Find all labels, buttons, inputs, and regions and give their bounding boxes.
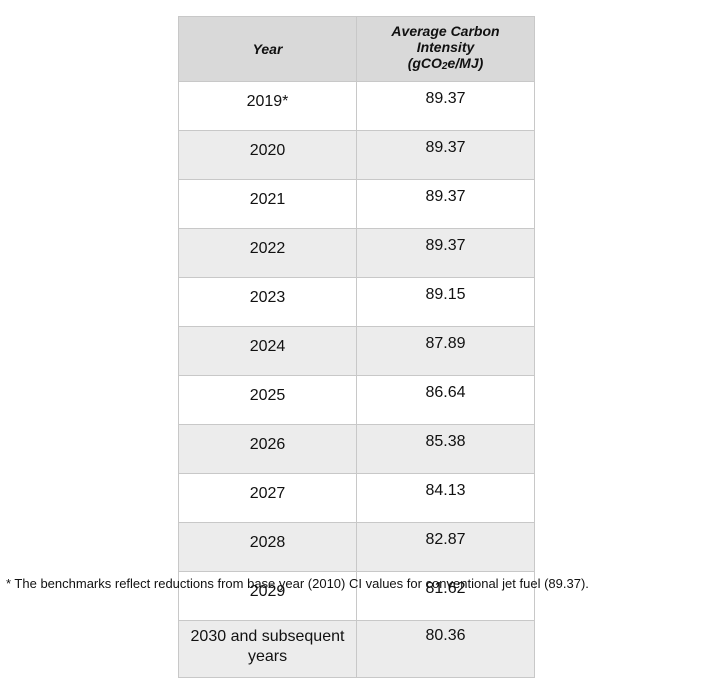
table-row: 2028 82.87: [178, 522, 535, 572]
cell-carbon-intensity: 89.37: [356, 179, 535, 229]
table-row: 2026 85.38: [178, 424, 535, 474]
cell-carbon-intensity: 89.37: [356, 130, 535, 180]
cell-year-line1: 2030 and subsequent: [190, 628, 345, 645]
cell-year: 2019*: [178, 81, 357, 131]
cell-year: 2021: [178, 179, 357, 229]
cell-year: 2020: [178, 130, 357, 180]
header-ci-units-pre: (gCO: [407, 55, 442, 71]
cell-carbon-intensity: 89.15: [356, 277, 535, 327]
header-year: Year: [178, 16, 357, 82]
cell-year: 2030 and subsequent years: [178, 620, 357, 678]
cell-carbon-intensity: 85.38: [356, 424, 535, 474]
header-average-carbon-intensity: Average Carbon Intensity (gCO2e/MJ): [356, 16, 535, 82]
table-row: 2019* 89.37: [178, 81, 535, 131]
cell-carbon-intensity: 89.37: [356, 81, 535, 131]
footnote: * The benchmarks reflect reductions from…: [6, 576, 589, 591]
header-ci-line1: Average Carbon: [391, 23, 500, 39]
table-row: 2030 and subsequent years 80.36: [178, 620, 535, 678]
carbon-intensity-table-container: Year Average Carbon Intensity (gCO2e/MJ)…: [178, 16, 535, 678]
cell-carbon-intensity: 84.13: [356, 473, 535, 523]
cell-carbon-intensity: 87.89: [356, 326, 535, 376]
table-row: 2022 89.37: [178, 228, 535, 278]
cell-year: 2024: [178, 326, 357, 376]
table-row: 2027 84.13: [178, 473, 535, 523]
header-ci-line2: Intensity: [416, 39, 475, 55]
header-ci-units: (gCO2e/MJ): [407, 55, 484, 72]
table-header-row: Year Average Carbon Intensity (gCO2e/MJ): [178, 16, 535, 82]
cell-year: 2023: [178, 277, 357, 327]
cell-year-line2: years: [247, 648, 288, 665]
table-row: 2023 89.15: [178, 277, 535, 327]
table-row: 2021 89.37: [178, 179, 535, 229]
cell-year: 2025: [178, 375, 357, 425]
cell-year: 2026: [178, 424, 357, 474]
cell-carbon-intensity: 89.37: [356, 228, 535, 278]
carbon-intensity-table: Year Average Carbon Intensity (gCO2e/MJ)…: [178, 16, 535, 678]
cell-year: 2022: [178, 228, 357, 278]
cell-year: 2028: [178, 522, 357, 572]
cell-carbon-intensity: 86.64: [356, 375, 535, 425]
cell-year: 2027: [178, 473, 357, 523]
table-row: 2024 87.89: [178, 326, 535, 376]
table-row: 2020 89.37: [178, 130, 535, 180]
cell-carbon-intensity: 80.36: [356, 620, 535, 678]
header-ci-units-sub: 2: [441, 61, 448, 72]
table-row: 2025 86.64: [178, 375, 535, 425]
header-ci-units-post: e/MJ): [447, 55, 484, 71]
cell-carbon-intensity: 82.87: [356, 522, 535, 572]
